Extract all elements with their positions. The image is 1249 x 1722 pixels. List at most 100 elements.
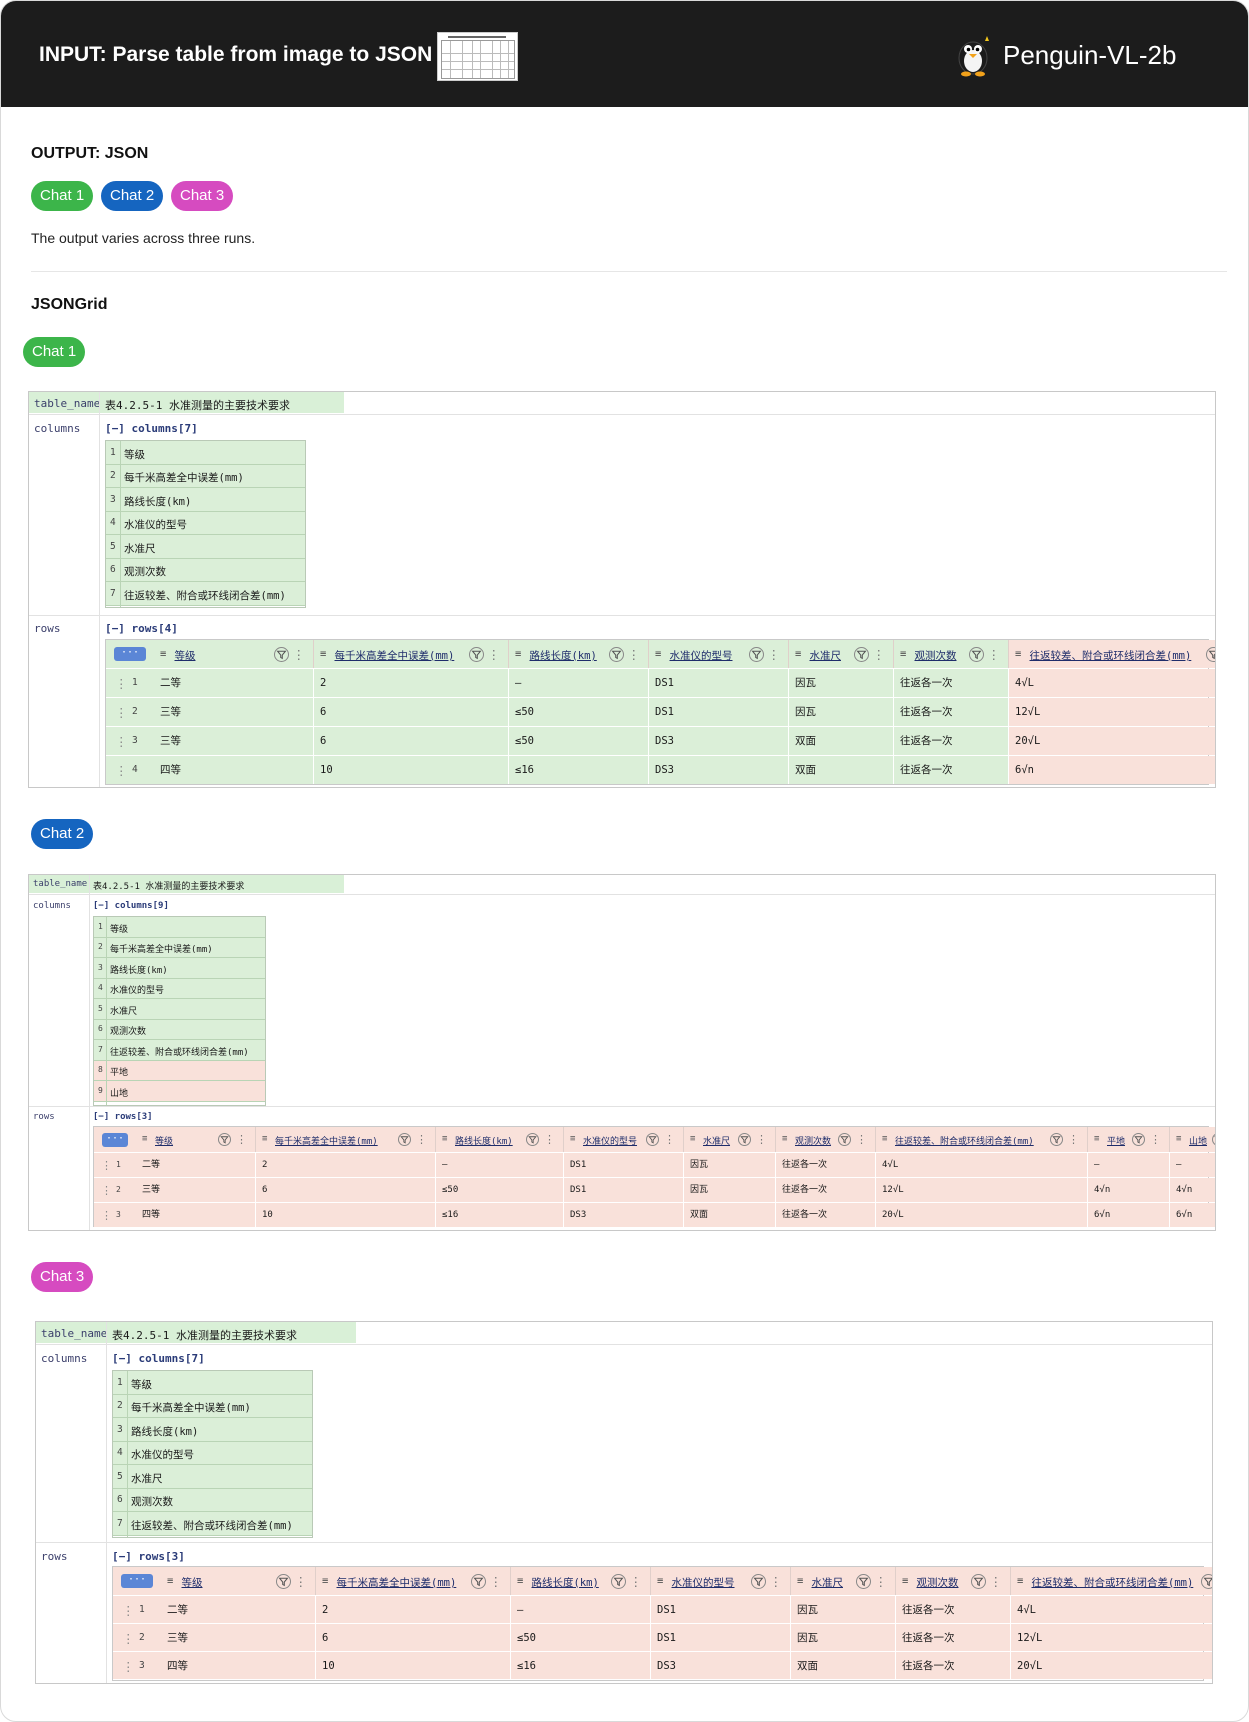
chat-3-chip[interactable]: Chat 3 [171, 181, 234, 211]
table-row[interactable]: ⋮ 1 二等 2— DS1 因瓦 往返各一次 4√L [113, 1595, 1212, 1623]
filter-icon[interactable] [609, 646, 624, 662]
column-menu-icon[interactable]: ⋮ [1068, 1133, 1079, 1146]
column-header-label[interactable]: 路线长度(km) [529, 649, 597, 662]
chat-2-chip[interactable]: Chat 2 [101, 181, 164, 211]
drag-column-icon[interactable]: ≡ [797, 1574, 804, 1587]
column-header[interactable]: ≡ 水准尺 ⋮ [684, 1127, 776, 1152]
drag-column-icon[interactable]: ≡ [320, 647, 327, 660]
table-cell[interactable]: 20√L [876, 1203, 1088, 1227]
drag-column-icon[interactable]: ≡ [882, 1134, 888, 1144]
table-cell[interactable]: 因瓦 [791, 1596, 896, 1623]
drag-column-icon[interactable]: ≡ [1176, 1134, 1182, 1144]
column-header-label[interactable]: 每千米高差全中误差(mm) [336, 1576, 457, 1589]
column-header-label[interactable]: 水准仪的型号 [669, 649, 733, 662]
table-cell[interactable]: 6 [314, 698, 509, 726]
column-menu-icon[interactable]: ⋮ [756, 1133, 767, 1146]
row-drag-handle-icon[interactable]: ⋮ [101, 1209, 112, 1222]
table-cell[interactable]: ≤16 [511, 1652, 651, 1679]
drag-column-icon[interactable]: ≡ [142, 1134, 148, 1144]
table-cell[interactable]: 6√n [1088, 1203, 1170, 1227]
column-header[interactable]: ≡ 每千米高差全中误差(mm) ⋮ [256, 1127, 436, 1152]
table-cell[interactable]: 4√n [1088, 1178, 1170, 1202]
column-header[interactable]: ≡ 水准尺 ⋮ [791, 1567, 896, 1595]
table-cell[interactable]: 12√L [876, 1178, 1088, 1202]
row-drag-handle-icon[interactable]: ⋮ [115, 734, 128, 750]
table-cell[interactable]: 6 [316, 1624, 511, 1651]
column-header[interactable]: ≡往返较差、附合或环线闭合差(mm)⋮ [1009, 640, 1215, 668]
column-header-label[interactable]: 水准尺 [703, 1137, 731, 1147]
table-cell[interactable]: 6√n [1009, 756, 1215, 784]
table-cell[interactable]: 往返各一次 [776, 1203, 876, 1227]
rows-toggle[interactable]: [−] rows[4] [105, 622, 178, 635]
column-header[interactable]: ≡ 等级 ⋮ [136, 1127, 256, 1152]
table-row[interactable]: ⋮ 2 三等 6 ≤50 DS1 因瓦 往返各一次 12√L [113, 1623, 1212, 1651]
table-cell[interactable]: 三等 [154, 727, 314, 755]
drag-column-icon[interactable]: ≡ [262, 1134, 268, 1144]
table-cell[interactable]: 20√L [1011, 1652, 1212, 1679]
filter-icon[interactable] [969, 646, 984, 662]
columns-toggle[interactable]: [−] columns[9] [93, 901, 169, 911]
table-cell[interactable]: ≤50 [436, 1178, 564, 1202]
column-header-label[interactable]: 往返较差、附合或环线闭合差(mm) [895, 1137, 1034, 1147]
table-cell[interactable]: 二等 [161, 1596, 316, 1623]
column-header[interactable]: ≡ 路线长度(km) ⋮ [509, 640, 649, 668]
column-menu-icon[interactable]: ⋮ [1150, 1133, 1161, 1146]
run-3-chip[interactable]: Chat 3 [31, 1262, 94, 1292]
column-menu-icon[interactable]: ⋮ [627, 646, 641, 662]
table-cell[interactable]: 双面 [789, 756, 894, 784]
column-header-label[interactable]: 等级 [181, 1576, 203, 1589]
column-menu-icon[interactable]: ⋮ [664, 1133, 675, 1146]
table-cell[interactable]: — [509, 669, 649, 697]
drag-column-icon[interactable]: ≡ [570, 1134, 576, 1144]
table-cell[interactable]: 4√L [1011, 1596, 1212, 1623]
column-header[interactable]: ≡ 水准尺 ⋮ [789, 640, 894, 668]
column-header-label[interactable]: 水准仪的型号 [583, 1137, 638, 1147]
drag-column-icon[interactable]: ≡ [1094, 1134, 1100, 1144]
drag-column-icon[interactable]: ≡ [167, 1574, 174, 1587]
column-header-label[interactable]: 每千米高差全中误差(mm) [275, 1137, 378, 1147]
table-cell[interactable]: 往返各一次 [894, 727, 1009, 755]
column-menu-icon[interactable]: ⋮ [416, 1133, 427, 1146]
run-1-chip[interactable]: Chat 1 [23, 337, 86, 367]
drag-column-icon[interactable]: ≡ [657, 1574, 664, 1587]
table-cell[interactable]: 四等 [161, 1652, 316, 1679]
table-cell[interactable]: 双面 [684, 1203, 776, 1227]
table-row[interactable]: ⋮ 4 四等 10 ≤16 DS3 双面 往返各一次 6√n [106, 755, 1215, 784]
filter-icon[interactable] [218, 1133, 231, 1146]
table-cell[interactable]: — [436, 1153, 564, 1177]
table-cell[interactable]: 2 [314, 669, 509, 697]
table-cell[interactable]: DS3 [649, 727, 789, 755]
filter-icon[interactable] [1206, 646, 1215, 662]
column-header-label[interactable]: 等级 [174, 649, 196, 662]
row-drag-handle-icon[interactable]: ⋮ [115, 676, 128, 692]
table-cell[interactable]: ≤16 [436, 1203, 564, 1227]
input-table-thumbnail[interactable] [437, 32, 518, 81]
table-cell[interactable]: 因瓦 [791, 1624, 896, 1651]
column-header[interactable]: ≡往返较差、附合或环线闭合差(mm)⋮ [1011, 1567, 1212, 1595]
filter-icon[interactable] [611, 1573, 626, 1589]
table-cell[interactable]: 因瓦 [789, 669, 894, 697]
column-header[interactable]: ≡ 路线长度(km) ⋮ [436, 1127, 564, 1152]
drag-column-icon[interactable]: ≡ [517, 1574, 524, 1587]
column-header-label[interactable]: 往返较差、附合或环线闭合差(mm) [1029, 649, 1192, 662]
table-row[interactable]: ⋮ 3 四等 10 ≤16 DS3 双面 往返各一次 20√L [113, 1651, 1212, 1679]
columns-toggle[interactable]: [−] columns[7] [112, 1352, 205, 1365]
table-cell[interactable]: 双面 [789, 727, 894, 755]
filter-icon[interactable] [838, 1133, 851, 1146]
filter-icon[interactable] [971, 1573, 986, 1589]
filter-icon[interactable] [398, 1133, 411, 1146]
filter-icon[interactable] [738, 1133, 751, 1146]
table-cell[interactable]: 三等 [136, 1178, 256, 1202]
table-cell[interactable]: 4√L [876, 1153, 1088, 1177]
column-header[interactable]: ≡ 每千米高差全中误差(mm) ⋮ [316, 1567, 511, 1595]
drag-column-icon[interactable]: ≡ [795, 647, 802, 660]
table-cell[interactable]: 因瓦 [684, 1178, 776, 1202]
filter-icon[interactable] [526, 1133, 539, 1146]
table-cell[interactable]: 10 [314, 756, 509, 784]
filter-icon[interactable] [469, 646, 484, 662]
drag-column-icon[interactable]: ≡ [782, 1134, 788, 1144]
table-row[interactable]: ⋮ 3 四等 10 ≤16 DS3 双面 往返各一次 20√L 6√n 6√n [94, 1202, 1215, 1227]
table-menu-button[interactable]: ··· [114, 647, 146, 661]
table-row[interactable]: ⋮ 1 二等 2— DS1 因瓦 往返各一次 4√L — — [94, 1152, 1215, 1177]
drag-column-icon[interactable]: ≡ [515, 647, 522, 660]
